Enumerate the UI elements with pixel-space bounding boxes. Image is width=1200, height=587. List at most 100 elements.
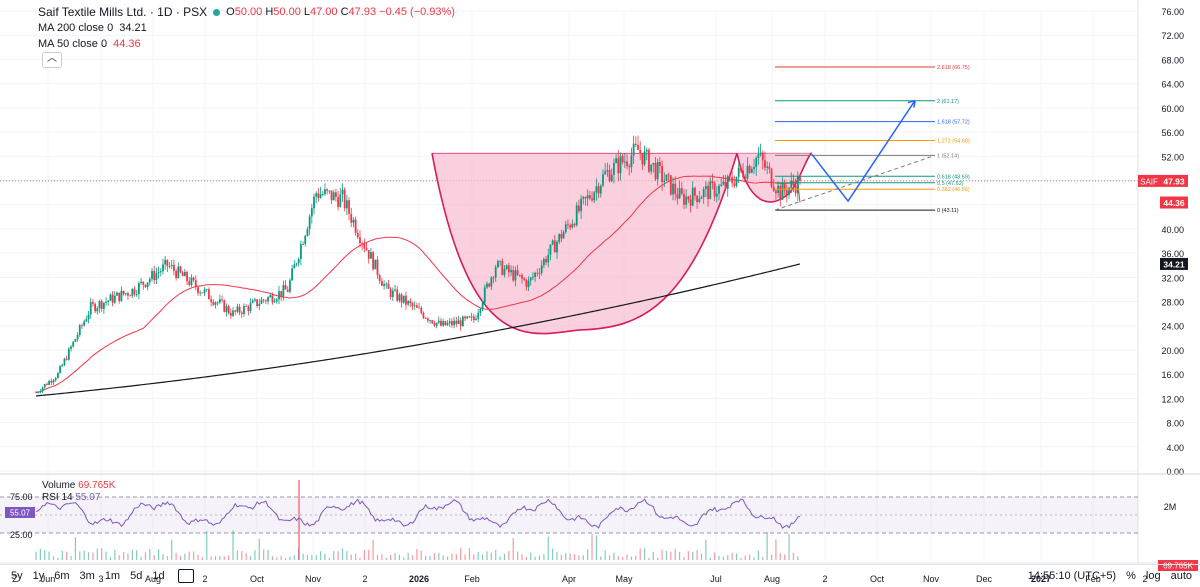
- volume-bar: [648, 557, 650, 560]
- volume-bar: [83, 550, 85, 560]
- candle-body: [626, 161, 628, 167]
- timeframe-6m[interactable]: 6m: [54, 570, 70, 582]
- candle-body: [613, 162, 615, 175]
- calendar-icon[interactable]: [177, 569, 194, 583]
- candle-body: [709, 181, 712, 200]
- fibonacci-extension: 2.618 (66.75) 2 (61.17) 1.618 (57.72) 1.272…: [774, 65, 970, 214]
- time-tick-label: Aug: [145, 574, 161, 584]
- candle-body: [192, 277, 195, 281]
- volume-bar: [630, 556, 633, 560]
- volume-bar: [770, 554, 773, 560]
- candle-body: [674, 183, 677, 195]
- candle-body: [306, 229, 309, 236]
- candle-body: [396, 289, 399, 301]
- candle-body: [619, 156, 622, 174]
- projection-arrow: [907, 99, 916, 108]
- candle-body: [748, 165, 751, 173]
- clock-time[interactable]: 14:55:10 (UTC+5): [1027, 570, 1117, 582]
- volume-bar: [149, 548, 151, 560]
- timeframe-1y[interactable]: 1y: [32, 570, 45, 582]
- time-tick-label: Dec: [976, 574, 993, 584]
- price-tag-bg: [1160, 257, 1188, 270]
- auto-toggle[interactable]: auto: [1170, 570, 1192, 582]
- candle-body: [166, 259, 169, 267]
- candle-body: [492, 277, 495, 279]
- candle-body: [634, 143, 637, 145]
- time-tick-label: May: [615, 574, 633, 584]
- candle-body: [584, 196, 587, 199]
- ma200-legend[interactable]: MA 200 close 0 34.21: [38, 20, 455, 36]
- volume-bar: [766, 532, 768, 560]
- volume-bar: [477, 551, 479, 560]
- candle-body: [628, 166, 631, 168]
- volume-bar: [735, 553, 738, 560]
- candle-body: [83, 321, 86, 326]
- candle-body: [505, 265, 508, 269]
- volume-bar: [385, 557, 387, 560]
- candle-body: [753, 167, 755, 170]
- volume-bar: [718, 555, 720, 560]
- timeframe-3m[interactable]: 3m: [79, 570, 95, 582]
- candle-body: [391, 290, 394, 297]
- timeframe-5y[interactable]: 5y: [11, 570, 23, 582]
- candle-body: [586, 195, 589, 199]
- candle-body: [558, 234, 561, 242]
- candle-body: [43, 384, 46, 388]
- candle-body: [210, 299, 213, 303]
- symbol-title[interactable]: Saif Textile Mills Ltd. · 1D · PSX: [38, 5, 208, 19]
- volume-bar: [740, 557, 742, 560]
- volume-bar: [512, 537, 514, 560]
- volume-bar: [249, 556, 252, 560]
- ma50-legend[interactable]: MA 50 close 0 44.36: [38, 36, 455, 52]
- timeframe-5d[interactable]: 5d: [130, 570, 143, 582]
- volume-bar: [525, 556, 527, 560]
- candle-body: [577, 205, 580, 212]
- volume-bar: [188, 551, 190, 560]
- candle-body: [72, 341, 75, 347]
- timeframe-1m[interactable]: 1m: [104, 570, 121, 582]
- timeframe-1d[interactable]: 1d: [152, 570, 165, 582]
- volume-bar: [333, 551, 335, 560]
- candle-body: [457, 320, 460, 324]
- candle-body: [170, 264, 173, 267]
- volume-bar: [696, 550, 698, 560]
- time-tick-label: Feb: [464, 574, 480, 584]
- volume-bar: [678, 551, 681, 560]
- volume-bar: [446, 556, 449, 560]
- candle-body: [733, 183, 736, 186]
- volume-bar: [622, 557, 624, 560]
- candle-body: [704, 185, 707, 190]
- candle-body: [700, 197, 703, 199]
- time-tick-label: Oct: [250, 574, 265, 584]
- candle-body: [610, 174, 613, 182]
- volume-bar: [788, 534, 790, 560]
- candle-body: [63, 358, 66, 365]
- log-toggle[interactable]: log: [1145, 570, 1161, 582]
- percent-toggle[interactable]: %: [1126, 570, 1136, 582]
- volume-bar: [153, 555, 155, 560]
- volume-bar: [122, 551, 125, 560]
- market-status-icon: [213, 8, 221, 16]
- candle-body: [67, 348, 70, 360]
- price-tag-value: 44.36: [1163, 198, 1185, 208]
- price-tick-label: 4.00: [1166, 443, 1184, 453]
- volume-bar: [481, 554, 484, 560]
- volume-bar: [162, 554, 164, 560]
- volume-bar: [560, 554, 562, 560]
- ma200-polyline: [35, 263, 801, 397]
- volume-bar: [543, 554, 545, 560]
- candle-body: [341, 189, 344, 195]
- volume-bar: [390, 554, 392, 560]
- candle-body: [122, 290, 125, 295]
- volume-bar: [381, 554, 383, 560]
- candle-body: [713, 183, 716, 197]
- candle-body: [332, 192, 335, 201]
- candle-body: [497, 261, 499, 268]
- candle-body: [409, 300, 412, 304]
- candle-body: [726, 176, 729, 189]
- volume-bar: [639, 548, 641, 560]
- volume-tag-bg: [1158, 560, 1198, 571]
- candle-body: [766, 166, 769, 168]
- chevron-up-icon[interactable]: ︿: [42, 52, 62, 68]
